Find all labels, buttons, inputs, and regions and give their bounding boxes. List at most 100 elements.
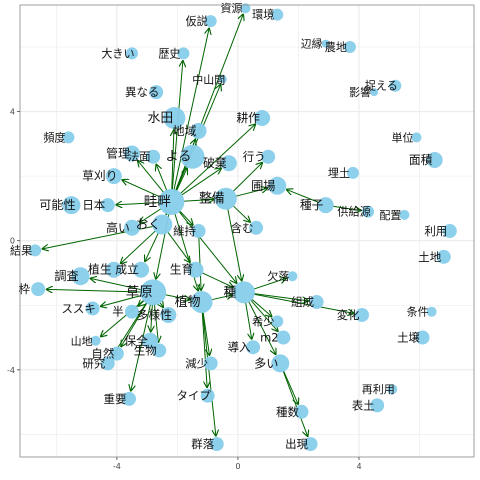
node-point xyxy=(271,8,284,21)
node-point xyxy=(411,132,422,143)
node-point xyxy=(29,244,42,257)
node-label: 保全 xyxy=(124,334,148,348)
node-label: 農地 xyxy=(325,40,347,54)
edge-arrow xyxy=(178,210,237,283)
edge-arrow xyxy=(121,230,157,264)
edge-arrow xyxy=(332,205,361,210)
edge-arrow xyxy=(202,311,216,436)
edge-arrow xyxy=(251,298,271,317)
edge-arrow xyxy=(174,212,198,290)
node-point xyxy=(442,224,457,238)
node-point xyxy=(317,197,334,214)
edge-arrow xyxy=(232,163,262,193)
node-label: 環境 xyxy=(252,8,274,22)
edge-arrow xyxy=(201,311,207,387)
node-point xyxy=(426,306,437,317)
node-point xyxy=(142,332,159,349)
edge-arrow xyxy=(283,370,299,404)
node-point xyxy=(124,304,139,319)
edge-arrow xyxy=(164,294,190,300)
y-tick-label: 4 xyxy=(10,108,15,117)
node-point xyxy=(100,356,115,371)
y-tick-label: -4 xyxy=(7,366,15,375)
edge-arrow xyxy=(101,294,142,306)
node-label: 減少 xyxy=(185,356,208,370)
node-point xyxy=(85,301,100,316)
edge-arrow xyxy=(253,293,354,313)
node-label: 地域 xyxy=(173,124,197,138)
node-point xyxy=(232,281,255,304)
edge-arrow xyxy=(140,207,162,222)
node-label: 成立 xyxy=(115,263,139,277)
node-point xyxy=(268,176,287,195)
node-label: 圃場 xyxy=(251,179,275,193)
node-point xyxy=(163,107,186,129)
node-label: 群落 xyxy=(191,437,214,451)
node-label: 供給源 xyxy=(337,205,370,219)
node-label: 枠 xyxy=(18,282,30,296)
node-label: 異なる xyxy=(125,85,159,99)
x-tick-label: 0 xyxy=(235,462,240,471)
node-point xyxy=(209,437,224,452)
node-point xyxy=(294,404,309,419)
node-point xyxy=(203,356,218,371)
edge-arrow xyxy=(282,370,308,436)
edge-arrow xyxy=(101,299,145,337)
edge-arrow xyxy=(227,208,242,280)
edge-arrow xyxy=(156,164,168,192)
node-point xyxy=(346,166,359,179)
node-label: 単位 xyxy=(391,130,413,144)
node-label: 土地 xyxy=(418,250,441,264)
node-label: 中山間 xyxy=(192,73,225,86)
plot-panel-border xyxy=(19,4,475,458)
node-point xyxy=(140,279,167,306)
node-point xyxy=(187,261,204,278)
y-tick-label: 0 xyxy=(10,237,15,246)
node-label: 高い xyxy=(106,221,130,235)
node-label: 条件 xyxy=(407,305,429,319)
node-label: 面積 xyxy=(409,153,433,167)
edge-arrow xyxy=(90,278,142,291)
node-label: 種子 xyxy=(300,198,324,212)
node-label: 歴史 xyxy=(158,47,180,60)
node-point xyxy=(355,307,370,322)
node-label: 畦畔 xyxy=(144,194,171,210)
node-point xyxy=(399,209,410,220)
node-point xyxy=(276,330,291,345)
node-label: 種 xyxy=(224,284,237,300)
node-point xyxy=(204,15,217,28)
node-label: 含む xyxy=(231,221,254,235)
node-label: 土壌 xyxy=(397,331,420,345)
edge-arrow xyxy=(201,272,233,288)
edge-arrow xyxy=(138,300,144,306)
node-point xyxy=(321,39,330,48)
node-label: 導入 xyxy=(228,340,251,354)
node-label: 結果 xyxy=(10,243,32,257)
node-label: 可能性 xyxy=(39,198,75,212)
node-point xyxy=(254,110,271,126)
node-point xyxy=(287,271,298,282)
x-tick-label: -4 xyxy=(113,462,121,471)
node-point xyxy=(121,391,136,406)
node-point xyxy=(214,187,237,210)
node-point xyxy=(426,151,443,168)
node-point xyxy=(158,188,185,215)
node-label: 表土 xyxy=(352,398,375,412)
node-label: 生育 xyxy=(170,263,194,277)
edge-arrow xyxy=(179,124,255,195)
node-label: 多い xyxy=(254,356,278,370)
node-point xyxy=(387,384,398,395)
edge-arrow xyxy=(245,302,252,339)
node-label: 自然 xyxy=(91,347,114,361)
node-point xyxy=(109,346,124,361)
node-point xyxy=(249,220,264,235)
node-label: 埋土 xyxy=(328,167,350,180)
node-point xyxy=(200,388,215,403)
node-label: 整備 xyxy=(199,191,225,207)
node-point xyxy=(240,3,251,14)
node-point xyxy=(123,145,140,162)
node-label: 配置 xyxy=(379,209,401,222)
node-label: 影響 xyxy=(349,85,371,99)
node-label: 管理 xyxy=(106,147,130,161)
